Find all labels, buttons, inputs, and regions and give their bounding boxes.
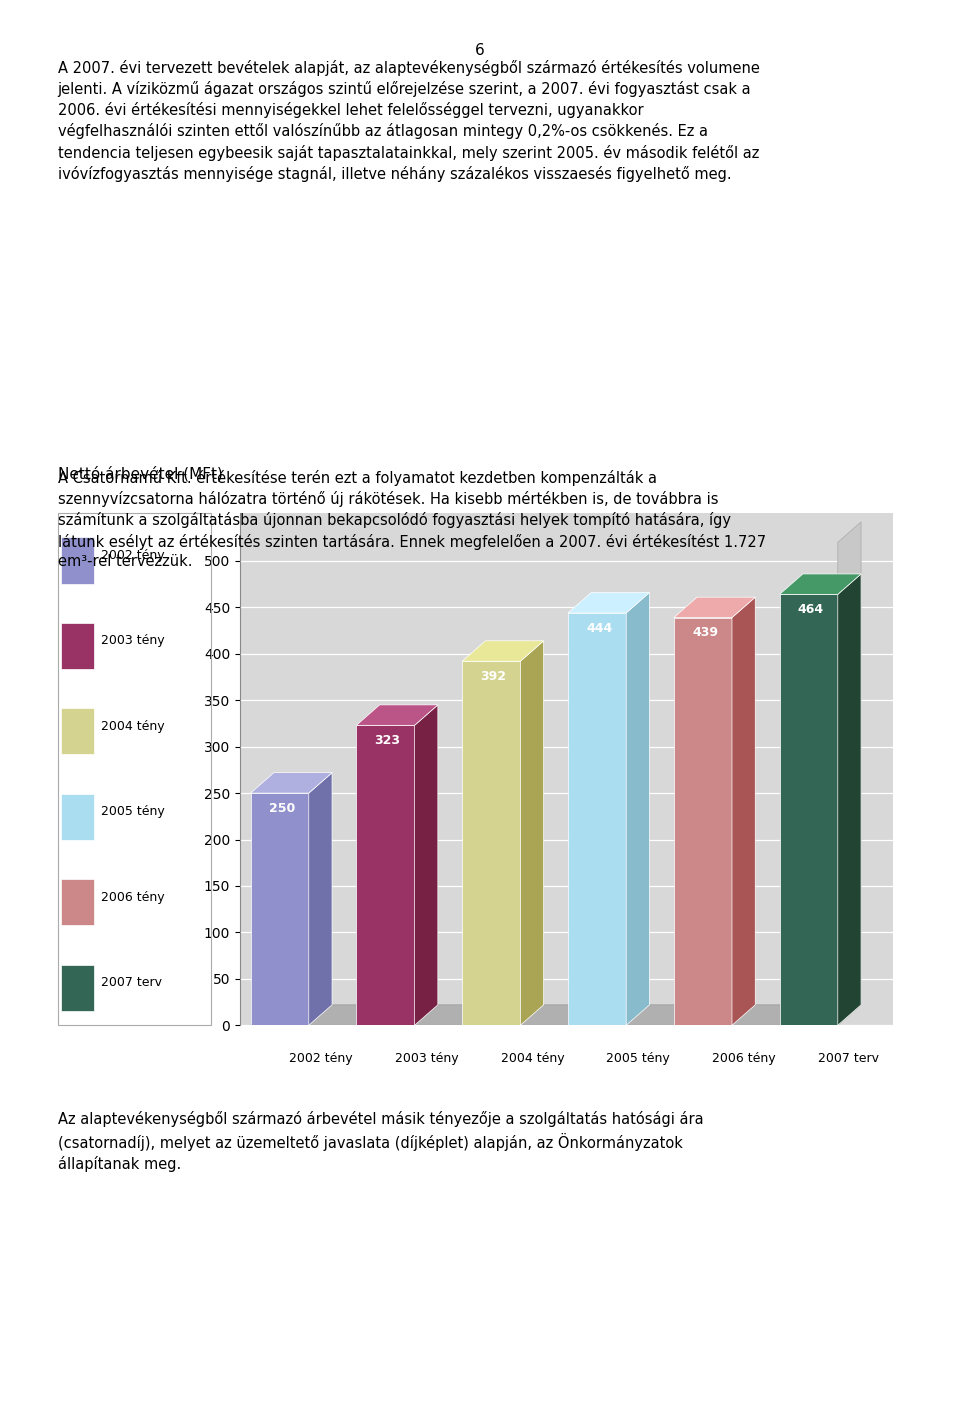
Bar: [60, 879, 94, 926]
Text: 2004 tény: 2004 tény: [101, 719, 164, 733]
Polygon shape: [568, 612, 626, 1025]
Polygon shape: [780, 574, 861, 594]
Bar: [60, 537, 94, 584]
Text: 250: 250: [269, 802, 295, 815]
Polygon shape: [356, 705, 438, 725]
Polygon shape: [251, 773, 332, 793]
Text: 2002 tény: 2002 tény: [289, 1052, 352, 1065]
Polygon shape: [356, 725, 415, 1025]
Polygon shape: [674, 597, 756, 618]
Text: 464: 464: [798, 602, 824, 617]
Bar: [60, 622, 94, 669]
Text: A 2007. évi tervezett bevételek alapját, az alaptevékenységből származó értékesí: A 2007. évi tervezett bevételek alapját,…: [58, 60, 759, 182]
Polygon shape: [674, 618, 732, 1025]
Polygon shape: [251, 793, 309, 1025]
Text: 323: 323: [374, 733, 400, 748]
Polygon shape: [626, 592, 650, 1025]
Text: A Csatornamű Kft. értékesítése terén ezt a folyamatot kezdetben kompenzálták a
s: A Csatornamű Kft. értékesítése terén ezt…: [58, 470, 766, 570]
Text: 2005 tény: 2005 tény: [101, 805, 164, 819]
Bar: [60, 708, 94, 755]
Text: 2006 tény: 2006 tény: [712, 1052, 776, 1065]
Text: 439: 439: [692, 627, 718, 639]
Text: Nettó árbevétel (MFt): Nettó árbevétel (MFt): [58, 466, 223, 481]
Polygon shape: [309, 773, 332, 1025]
Polygon shape: [462, 641, 543, 661]
Text: 2005 tény: 2005 tény: [607, 1052, 670, 1065]
Text: 2006 tény: 2006 tény: [101, 890, 164, 904]
Text: 392: 392: [480, 669, 506, 684]
Polygon shape: [520, 641, 543, 1025]
Polygon shape: [780, 594, 838, 1025]
Polygon shape: [415, 705, 438, 1025]
Text: 2002 tény: 2002 tény: [101, 548, 164, 562]
Bar: [60, 964, 94, 1011]
Text: 2004 tény: 2004 tény: [500, 1052, 564, 1065]
Text: 2007 terv: 2007 terv: [818, 1052, 879, 1065]
Text: Az alaptevékenységből származó árbevétel másik tényezője a szolgáltatás hatósági: Az alaptevékenységből származó árbevétel…: [58, 1111, 704, 1172]
Text: 2007 terv: 2007 terv: [101, 975, 161, 990]
Text: 2003 tény: 2003 tény: [395, 1052, 459, 1065]
Polygon shape: [462, 661, 520, 1025]
Text: 6: 6: [475, 43, 485, 58]
Text: 444: 444: [586, 622, 612, 635]
Polygon shape: [568, 592, 650, 612]
Bar: [60, 793, 94, 840]
Polygon shape: [732, 597, 756, 1025]
Polygon shape: [838, 574, 861, 1025]
Text: 2003 tény: 2003 tény: [101, 634, 164, 648]
Polygon shape: [838, 523, 861, 1025]
Polygon shape: [251, 1005, 861, 1025]
